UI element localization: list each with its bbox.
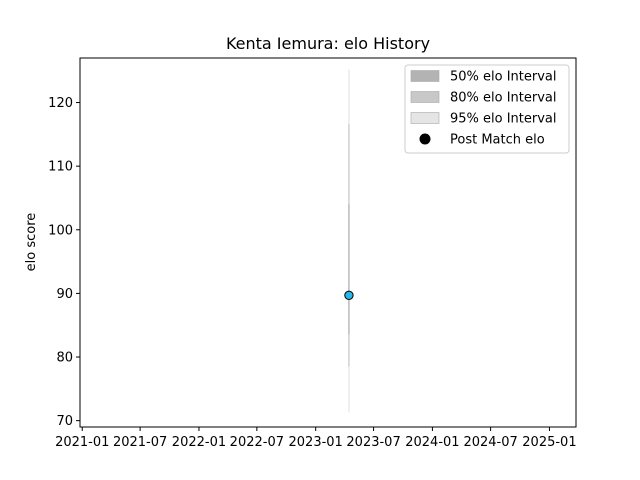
legend-swatch: [410, 91, 440, 103]
x-tick-label: 2023-01: [289, 435, 343, 450]
legend-items: 50% elo Interval 80% elo Interval 95% elo …: [410, 70, 557, 148]
x-tick-label: 2025-01: [522, 435, 576, 450]
data-points: [344, 290, 354, 301]
y-tick-label: 100: [48, 223, 73, 238]
y-tick-label: 90: [56, 287, 73, 302]
x-tick-label: 2024-01: [405, 435, 459, 450]
x-axis-ticks: 2021-01 2021-07 2022-01 2022-07 2023-01 2023-…: [55, 427, 577, 450]
x-tick-label: 2022-07: [230, 435, 284, 450]
y-tick-label: 120: [48, 96, 73, 111]
x-tick-label: 2024-07: [463, 435, 517, 450]
legend: 50% elo Interval 80% elo Interval 95% elo …: [404, 64, 570, 154]
legend-label: Post Match elo: [450, 133, 545, 148]
legend-swatch: [410, 70, 440, 82]
chart-title: Kenta Iemura: elo History: [226, 34, 430, 53]
plot-frame: [79, 57, 577, 428]
x-tick-label: 2023-07: [346, 435, 400, 450]
post-match-elo-point: [344, 290, 354, 301]
y-axis-label: elo score: [24, 213, 39, 272]
y-tick-label: 80: [56, 351, 73, 366]
legend-marker: [419, 133, 431, 145]
x-tick-label: 2022-01: [172, 435, 226, 450]
y-tick-label: 110: [48, 160, 73, 175]
legend-box: [404, 64, 570, 154]
x-tick-label: 2021-07: [113, 435, 167, 450]
y-axis-ticks: 70 80 90 100 110 120: [48, 96, 80, 429]
legend-label: 50% elo Interval: [450, 70, 557, 85]
x-tick-label: 2021-01: [55, 435, 109, 450]
y-tick-label: 70: [56, 414, 73, 429]
legend-label: 95% elo Interval: [450, 112, 557, 127]
legend-swatch: [410, 112, 440, 124]
legend-label: 80% elo Interval: [450, 91, 557, 106]
